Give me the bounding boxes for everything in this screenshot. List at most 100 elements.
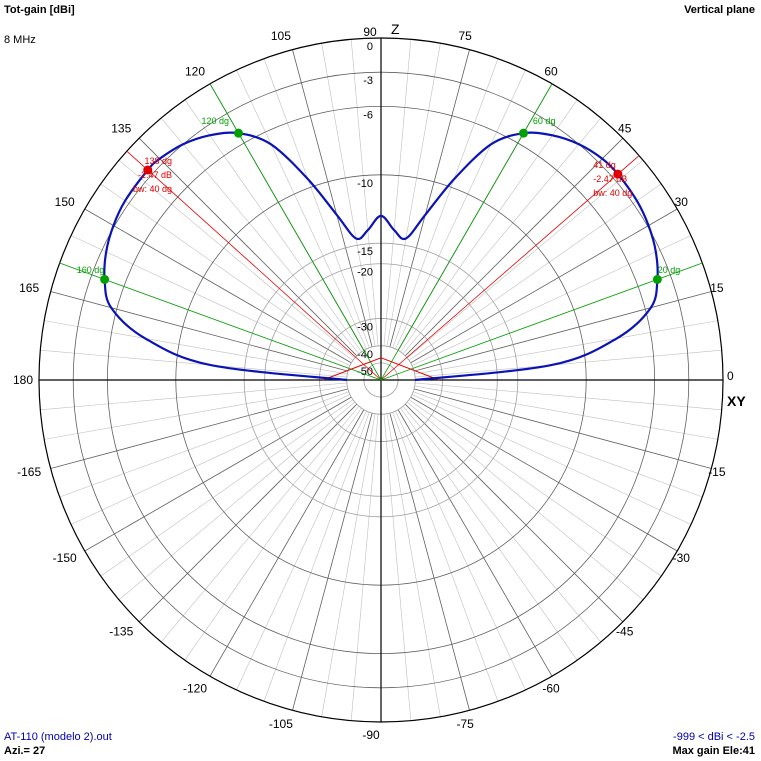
minor-spoke [40,382,347,411]
ring-label: -15 [357,246,373,258]
green-marker-dot [100,274,110,284]
minor-spoke [160,406,360,643]
azimuth-label: Azi.= 27 [4,745,46,757]
minor-spoke [44,385,348,440]
minor-spoke [392,58,499,348]
angle-tick-label: 15 [710,281,724,295]
red-marker-line [126,150,382,381]
red-marker-label: bw: 40 dg [593,188,632,198]
minor-spoke [400,99,578,353]
minor-spoke [236,410,367,691]
major-spoke [138,403,358,623]
pattern-line [103,131,659,382]
angle-tick-label: -30 [673,551,691,565]
major-spoke [50,388,349,469]
minor-spoke [395,410,526,691]
minor-spoke [408,183,662,361]
minor-spoke [411,235,692,366]
green-marker-line [209,83,382,381]
ring-label: -6 [363,109,373,121]
radial-ring-labels: 0-3-6-10-15-20-30-40-50 [357,41,373,378]
angle-tick-label: 90 [363,25,377,39]
minor-spoke [411,394,692,525]
angle-tick-label: 0 [727,369,734,383]
angle-tick-label: 75 [458,29,472,43]
minor-spoke [400,407,578,661]
gain-range: -999 < dBi < -2.5 [673,731,755,743]
angle-tick-label: -105 [269,717,293,731]
red-marker-label: -2.47 dB [593,174,627,184]
minor-spoke [40,349,347,378]
max-gain-label: Max gain Ele:41 [672,745,755,757]
ring-label: -10 [357,178,373,190]
minor-spoke [413,391,703,498]
ring-label: -3 [363,75,373,87]
pattern-series [103,131,659,382]
major-spoke [389,412,470,711]
minor-spoke [100,399,354,577]
major-spoke [413,291,712,372]
angle-tick-labels: 0153045607590105120135150165180-165-150-… [13,25,734,742]
major-spoke [84,208,352,364]
angle-tick-label: 30 [675,195,689,209]
minor-spoke [263,58,370,348]
green-marker-label: 20 dg [658,265,681,275]
angle-tick-label: -15 [708,465,726,479]
angle-tick-label: -120 [183,681,207,695]
red-marker-label: -2.47 dB [138,170,172,180]
minor-spoke [321,43,376,347]
minor-spoke [236,69,367,350]
angle-tick-label: 45 [618,121,632,135]
minor-spoke [395,69,526,350]
minor-spoke [350,414,379,721]
frequency-label: 8 MHz [4,34,36,46]
markers: 41 dg -2.47 dB bw: 40 dg 138 dg -2.47 dB bw: … [77,116,681,284]
angle-tick-label: -75 [456,717,474,731]
red-marker-dot [613,169,623,179]
green-marker-dot [234,128,243,138]
green-marker-dot [519,128,528,138]
angle-tick-label: -135 [109,625,133,639]
minor-spoke [70,235,351,366]
angle-tick-label: 105 [271,29,291,43]
minor-spoke [184,407,362,661]
angle-tick-label: -165 [17,465,41,479]
minor-spoke [100,183,354,361]
minor-spoke [414,385,718,440]
minor-spoke [386,413,441,717]
major-spoke [50,291,349,372]
minor-spoke [402,117,602,354]
minor-spoke [392,412,499,702]
angle-tick-label: 135 [111,121,131,135]
green-marker-label: 60 dg [533,116,556,126]
minor-spoke [407,159,644,359]
minor-spoke [321,413,376,717]
red-marker-label: 41 dg [593,160,616,170]
plane-label: Vertical plane [684,4,755,16]
major-spoke [413,388,712,469]
green-marker-dot [652,274,662,284]
major-spoke [84,396,352,552]
major-spoke [410,396,678,552]
minor-spoke [415,382,722,411]
ring-label: 0 [367,41,373,53]
major-spoke [404,403,624,623]
green-marker-line [380,262,703,381]
ring-label: -20 [357,267,373,279]
angle-tick-label: 120 [185,65,205,79]
minor-spoke [408,399,662,577]
minor-spoke [160,117,360,354]
red-marker-label: bw: 40 dg [133,184,172,194]
red-origin-marker [322,357,440,381]
major-spoke [410,208,678,364]
angle-tick-label: 60 [544,65,558,79]
green-marker-label: 120 dg [202,116,230,126]
minor-spoke [44,320,348,375]
major-spoke [138,137,358,357]
angle-tick-label: 180 [13,373,33,387]
minor-spoke [386,43,441,347]
axis-label-xy: XY [727,393,746,409]
angle-tick-label: -60 [542,681,560,695]
angle-tick-label: -150 [53,551,77,565]
axis-label-z: Z [391,21,400,37]
